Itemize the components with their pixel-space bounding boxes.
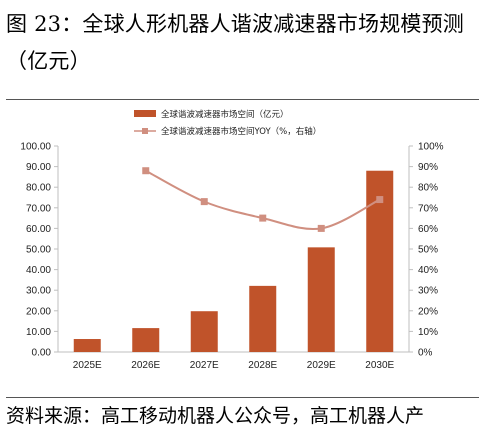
legend: 全球谐波减速器市场空间（亿元） 全球谐波减速器市场空间YOY（%，右轴） xyxy=(134,109,321,137)
source-note: 资料来源：高工移动机器人公众号，高工机器人产 xyxy=(6,405,425,427)
figure-title: 图 23：全球人形机器人谐波减速器市场规模预测（亿元） xyxy=(6,6,482,80)
yoy-point-2028E xyxy=(259,214,267,222)
bar-2025E xyxy=(73,339,101,352)
bar-2027E xyxy=(190,311,218,352)
bar-2028E xyxy=(249,285,277,352)
x-tick-label: 2025E xyxy=(73,360,102,371)
right-tick-label: 0% xyxy=(418,348,433,359)
left-tick-label: 20.00 xyxy=(26,306,51,317)
top-rule xyxy=(6,99,479,100)
left-tick-label: 40.00 xyxy=(26,265,51,276)
right-tick-label: 100% xyxy=(418,142,444,153)
x-tick-label: 2029E xyxy=(307,360,336,371)
left-tick-label: 90.00 xyxy=(26,162,51,173)
bar-2029E xyxy=(307,247,335,352)
right-tick-label: 40% xyxy=(418,265,438,276)
x-tick-label: 2027E xyxy=(190,360,219,371)
figure-title-text: 全球人形机器人谐波减速器市场规模预测（亿元） xyxy=(6,12,465,73)
yoy-point-2027E xyxy=(200,198,208,206)
left-tick-label: 10.00 xyxy=(26,327,51,338)
figure-label: 图 23： xyxy=(6,12,83,36)
bottom-rule xyxy=(6,397,479,398)
x-tick-label: 2026E xyxy=(131,360,160,371)
right-tick-label: 90% xyxy=(418,162,438,173)
left-tick-label: 50.00 xyxy=(26,245,51,256)
left-tick-label: 80.00 xyxy=(26,183,51,194)
right-tick-label: 50% xyxy=(418,245,438,256)
yoy-line-series xyxy=(142,167,384,232)
x-tick-label: 2030E xyxy=(365,360,394,371)
bar-series xyxy=(73,170,394,352)
right-tick-label: 10% xyxy=(418,327,438,338)
legend-bar-label: 全球谐波减速器市场空间（亿元） xyxy=(161,109,289,120)
right-tick-label: 30% xyxy=(418,286,438,297)
left-tick-label: 100.00 xyxy=(20,142,51,153)
left-tick-label: 60.00 xyxy=(26,224,51,235)
left-tick-label: 70.00 xyxy=(26,203,51,214)
yoy-point-2029E xyxy=(317,224,325,232)
right-tick-label: 60% xyxy=(418,224,438,235)
right-tick-label: 20% xyxy=(418,306,438,317)
legend-bar-swatch xyxy=(134,110,156,117)
left-tick-label: 0.00 xyxy=(32,348,52,359)
yoy-point-2026E xyxy=(142,167,150,175)
bar-2026E xyxy=(132,328,160,352)
axes: 0.00 10.00 20.00 30.00 40.00 50.00 60.00 70.00 8… xyxy=(20,142,443,372)
left-tick-label: 30.00 xyxy=(26,286,51,297)
legend-line-label: 全球谐波减速器市场空间YOY（%，右轴） xyxy=(161,126,321,137)
right-tick-label: 70% xyxy=(418,203,438,214)
yoy-point-2030E xyxy=(376,196,384,204)
right-tick-label: 80% xyxy=(418,183,438,194)
x-tick-label: 2028E xyxy=(248,360,277,371)
legend-line-marker xyxy=(142,128,148,134)
